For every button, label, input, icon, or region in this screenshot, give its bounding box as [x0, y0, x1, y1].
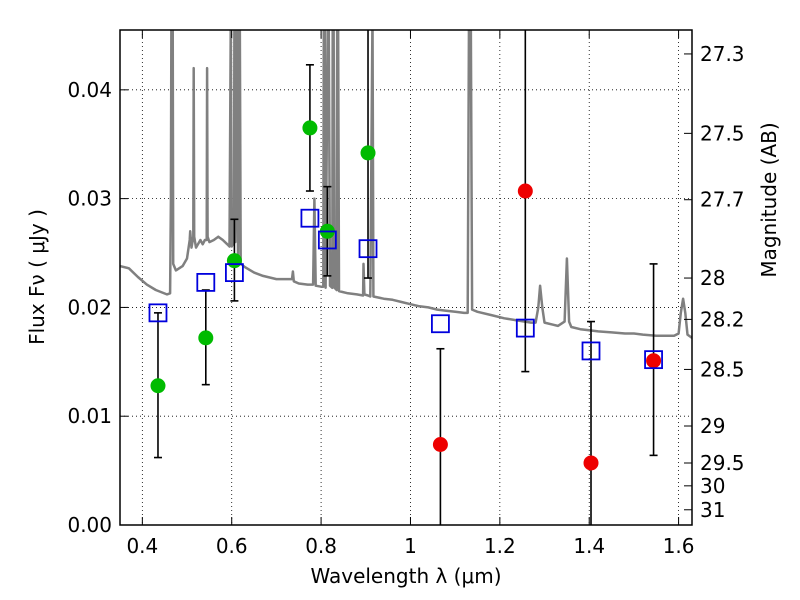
plot-background: [120, 30, 692, 525]
x-tick-label: 1: [404, 534, 417, 558]
model-square: [431, 314, 450, 334]
green-data-point: [302, 120, 318, 136]
x-tick-label: 0.6: [216, 534, 248, 558]
x-axis-label: Wavelength λ (μm): [310, 564, 501, 588]
right-tick-label: 31: [700, 498, 725, 522]
x-tick-label: 1.4: [573, 534, 605, 558]
model-square: [196, 272, 216, 292]
red-data-point: [646, 353, 662, 369]
red-data-point: [583, 455, 599, 471]
model-square: [148, 303, 168, 323]
marker-layer: [148, 120, 663, 471]
right-tick-label: 29: [700, 414, 725, 438]
model-square: [224, 263, 244, 283]
x-tick-label: 1.2: [484, 534, 516, 558]
y-axis-label: Flux Fν ( μJy ): [25, 209, 49, 345]
y-tick-label: 0.01: [67, 404, 112, 428]
right-tick-label: 28.2: [700, 307, 745, 331]
right-tick-label: 28: [700, 266, 725, 290]
model-square: [358, 239, 378, 259]
right-tick-label: 29.5: [700, 451, 745, 475]
y-tick-label: 0.03: [67, 187, 112, 211]
spectrum-line: [120, 30, 692, 339]
model-square: [581, 341, 601, 361]
green-data-point: [150, 378, 166, 394]
x-tick-label: 0.8: [305, 534, 337, 558]
right-tick-label: 30: [700, 474, 725, 498]
x-tick-label: 0.4: [126, 534, 158, 558]
green-data-point: [198, 330, 214, 346]
y-tick-label: 0.04: [67, 78, 112, 102]
spectrum-layer: [120, 30, 692, 339]
plot-frame: [119, 29, 693, 526]
red-data-point: [517, 183, 533, 199]
right-tick-label: 28.5: [700, 357, 745, 381]
model-square: [317, 230, 337, 250]
y-tick-label: 0.00: [67, 513, 112, 537]
axes: 0.4 0.6 0.8 1 1.2 1.4 1.6 0.00 0.01 0.02 0.03 0.04 2…: [67, 30, 745, 558]
model-square: [644, 350, 663, 370]
green-data-point: [360, 145, 376, 161]
model-square: [515, 318, 535, 338]
right-tick-label: 27.5: [700, 121, 745, 145]
green-data-point: [226, 253, 242, 269]
right-tick-label: 27.7: [700, 188, 745, 212]
model-square: [300, 208, 320, 228]
y-tick-label: 0.02: [67, 295, 112, 319]
x-tick-label: 1.6: [663, 534, 695, 558]
red-data-point: [432, 436, 448, 452]
y-axis-right-label: Magnitude (AB): [757, 122, 781, 277]
right-tick-label: 27.3: [700, 42, 745, 66]
